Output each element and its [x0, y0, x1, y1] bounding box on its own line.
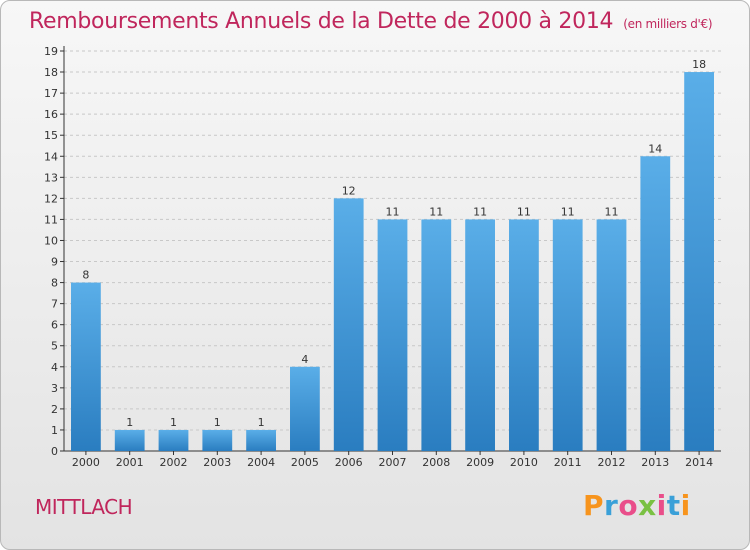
y-tick-label: 19	[44, 45, 58, 58]
bar-value-label: 11	[605, 205, 619, 218]
y-tick-label: 14	[44, 150, 58, 163]
bar	[684, 72, 714, 451]
x-tick-label: 2014	[685, 456, 713, 469]
bar	[202, 429, 233, 451]
bar	[114, 429, 145, 451]
x-tick-label: 2005	[291, 456, 319, 469]
y-tick-label: 3	[51, 382, 58, 395]
bar	[421, 219, 452, 451]
x-tick-label: 2011	[554, 456, 582, 469]
y-tick-label: 5	[51, 340, 58, 353]
bar	[465, 219, 495, 451]
y-tick-label: 16	[44, 108, 58, 121]
y-tick-label: 6	[51, 319, 58, 332]
bar-value-label: 11	[429, 205, 443, 218]
y-tick-label: 15	[44, 129, 58, 142]
brand-letter: o	[618, 489, 639, 522]
y-tick-label: 10	[44, 234, 58, 247]
y-tick-label: 9	[51, 256, 58, 269]
bar	[552, 219, 583, 451]
x-tick-label: 2006	[335, 456, 363, 469]
brand-letter: t	[666, 489, 681, 522]
bar-value-label: 4	[301, 353, 308, 366]
y-tick-label: 2	[51, 403, 58, 416]
bar-value-label: 14	[648, 142, 662, 155]
bar-value-label: 11	[386, 205, 400, 218]
x-tick-label: 2009	[466, 456, 494, 469]
y-tick-label: 11	[44, 213, 58, 226]
bar-value-label: 18	[692, 58, 706, 71]
x-tick-label: 2010	[510, 456, 538, 469]
bar	[596, 219, 627, 451]
bar	[640, 156, 671, 451]
y-tick-label: 0	[51, 445, 58, 458]
bar-value-label: 8	[82, 269, 89, 282]
bar-value-label: 1	[258, 416, 265, 429]
bar	[509, 219, 539, 451]
bar-value-label: 12	[342, 184, 356, 197]
x-tick-label: 2007	[379, 456, 407, 469]
x-tick-label: 2012	[598, 456, 626, 469]
x-tick-label: 2003	[203, 456, 231, 469]
bar-value-label: 1	[126, 416, 133, 429]
x-tick-label: 2000	[72, 456, 100, 469]
brand-letter: x	[638, 489, 657, 522]
bar-value-label: 1	[214, 416, 221, 429]
bar-value-label: 1	[170, 416, 177, 429]
x-tick-label: 2001	[116, 456, 144, 469]
y-tick-label: 17	[44, 87, 58, 100]
chart-title-text: Remboursements Annuels de la Dette de 20…	[29, 9, 614, 34]
x-tick-label: 2004	[247, 456, 275, 469]
bar	[158, 429, 189, 451]
x-tick-label: 2002	[160, 456, 188, 469]
brand-letter: i	[680, 489, 691, 522]
bar	[71, 282, 101, 451]
bar	[290, 366, 320, 451]
chart-title: Remboursements Annuels de la Dette de 20…	[29, 9, 713, 34]
y-tick-label: 18	[44, 66, 58, 79]
brand-logo: Proxiti	[583, 489, 691, 522]
x-tick-label: 2008	[422, 456, 450, 469]
y-tick-label: 7	[51, 298, 58, 311]
chart-subtitle: (en milliers d'€)	[623, 17, 713, 31]
y-tick-label: 1	[51, 424, 58, 437]
y-tick-label: 4	[51, 361, 58, 374]
location-label: MITTLACH	[35, 495, 133, 519]
bar-value-label: 11	[473, 205, 487, 218]
bar-value-label: 11	[561, 205, 575, 218]
bar	[377, 219, 408, 451]
bar-value-label: 11	[517, 205, 531, 218]
brand-letter: P	[583, 489, 605, 522]
bar	[333, 198, 364, 451]
y-tick-label: 13	[44, 171, 58, 184]
brand-letter: i	[656, 489, 667, 522]
brand-letter: r	[604, 489, 619, 522]
y-tick-label: 8	[51, 277, 58, 290]
y-tick-label: 12	[44, 192, 58, 205]
x-tick-label: 2013	[641, 456, 669, 469]
bar	[246, 429, 276, 451]
